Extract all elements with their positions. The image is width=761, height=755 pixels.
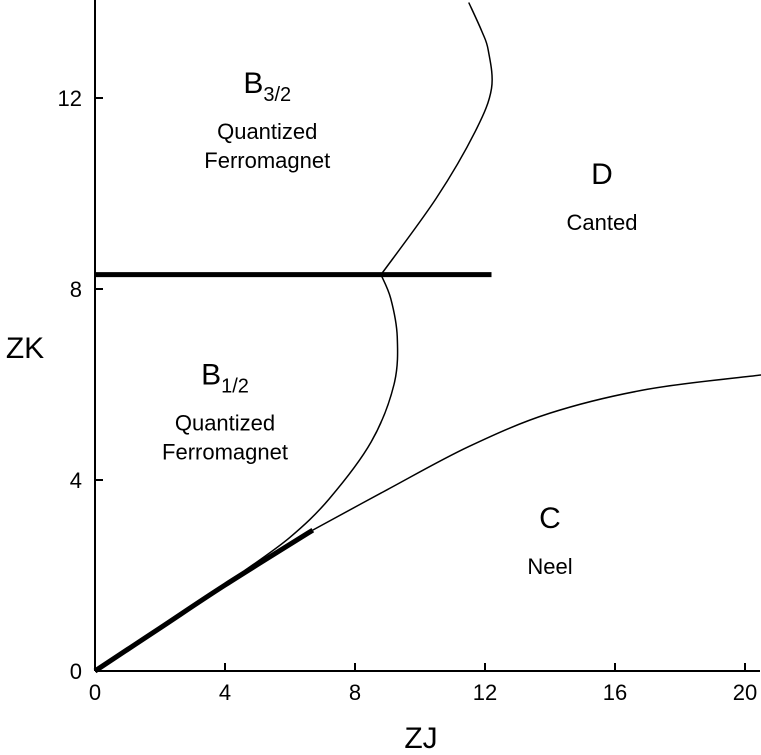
region-label-b32: B3/2 Quantized Ferromagnet bbox=[204, 67, 330, 173]
x-axis-title: ZJ bbox=[404, 722, 437, 755]
region-name-line: Canted bbox=[567, 210, 638, 235]
boundary-diagonal-first-order-boundary bbox=[93, 528, 315, 674]
region-label-b12: B1/2 Quantized Ferromagnet bbox=[162, 359, 288, 465]
region-label-d: D Canted bbox=[567, 158, 638, 235]
x-tick-label: 16 bbox=[603, 680, 627, 705]
region-letter: D bbox=[591, 158, 613, 191]
y-tick-label: 4 bbox=[70, 468, 82, 493]
boundary-middle-phase-boundary bbox=[244, 274, 399, 572]
x-tick-label: 0 bbox=[89, 680, 101, 705]
tick-marks bbox=[94, 97, 746, 672]
region-name-line: Quantized bbox=[175, 411, 275, 436]
axes bbox=[94, 0, 760, 672]
region-letter: C bbox=[539, 502, 561, 535]
x-tick-label: 8 bbox=[349, 680, 361, 705]
x-tick-label: 4 bbox=[219, 680, 231, 705]
boundary-lower-phase-boundary bbox=[312, 374, 761, 531]
region-name-line: Neel bbox=[527, 554, 572, 579]
y-tick-label: 8 bbox=[70, 277, 82, 302]
region-name-line: Ferromagnet bbox=[162, 440, 288, 465]
x-tick-label: 12 bbox=[473, 680, 497, 705]
y-tick-label: 12 bbox=[58, 86, 82, 111]
region-name-line: Quantized bbox=[217, 119, 317, 144]
region-letter: B1/2 bbox=[201, 359, 249, 398]
region-label-c: C Neel bbox=[527, 502, 572, 579]
region-name-line: Ferromagnet bbox=[204, 148, 330, 173]
region-letter: B3/2 bbox=[243, 67, 291, 106]
region-labels: B3/2 Quantized Ferromagnet D Canted B1/2 Quant… bbox=[162, 67, 637, 579]
x-tick-label: 20 bbox=[733, 680, 757, 705]
boundary-upper-phase-boundary bbox=[380, 2, 493, 276]
tick-labels: 0 4 8 12 16 20 0 4 8 12 bbox=[58, 86, 758, 705]
y-axis-title: ZK bbox=[6, 332, 44, 365]
boundary-lines bbox=[93, 2, 761, 674]
y-tick-label: 0 bbox=[70, 659, 82, 684]
